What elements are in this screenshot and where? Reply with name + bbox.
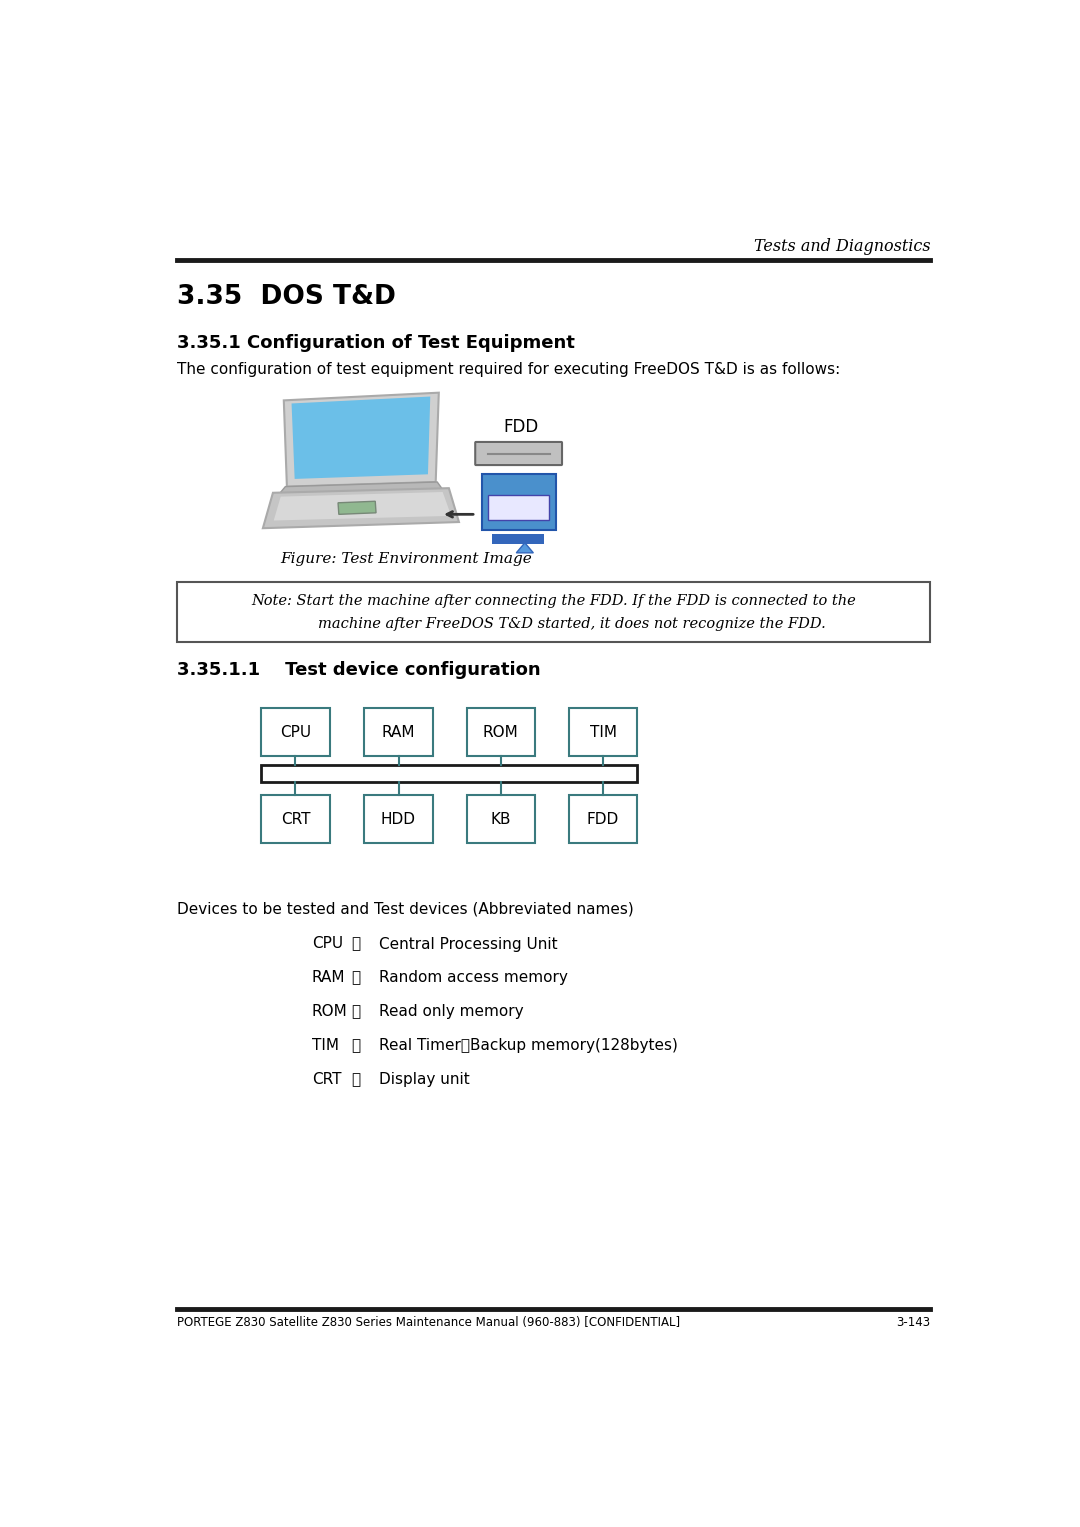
FancyBboxPatch shape xyxy=(364,709,433,756)
Text: Random access memory: Random access memory xyxy=(379,970,568,985)
Text: FDD: FDD xyxy=(503,417,538,435)
Text: 3.35  DOS T&D: 3.35 DOS T&D xyxy=(177,284,395,310)
Text: CPU: CPU xyxy=(280,725,311,739)
Text: PORTEGE Z830 Satellite Z830 Series Maintenance Manual (960-883) [CONFIDENTIAL]: PORTEGE Z830 Satellite Z830 Series Maint… xyxy=(177,1316,680,1330)
Text: HDD: HDD xyxy=(381,812,416,826)
Text: KB: KB xyxy=(490,812,511,826)
Text: Read only memory: Read only memory xyxy=(379,1005,524,1019)
Polygon shape xyxy=(262,489,459,528)
Bar xyxy=(177,582,930,643)
Text: 3.35.1.1    Test device configuration: 3.35.1.1 Test device configuration xyxy=(177,661,540,680)
Text: ：: ： xyxy=(351,1005,361,1019)
FancyBboxPatch shape xyxy=(261,796,329,843)
Text: Tests and Diagnostics: Tests and Diagnostics xyxy=(754,238,930,255)
Text: FDD: FDD xyxy=(586,812,619,826)
FancyBboxPatch shape xyxy=(475,441,562,466)
FancyBboxPatch shape xyxy=(569,796,637,843)
Text: Note: Start the machine after connecting the FDD. If the FDD is connected to the: Note: Start the machine after connecting… xyxy=(252,594,855,608)
FancyBboxPatch shape xyxy=(488,495,549,519)
FancyBboxPatch shape xyxy=(482,475,556,530)
Text: ：: ： xyxy=(351,936,361,951)
Text: ：: ： xyxy=(351,970,361,985)
Text: ：: ： xyxy=(351,1072,361,1087)
Text: Central Processing Unit: Central Processing Unit xyxy=(379,936,557,951)
FancyBboxPatch shape xyxy=(467,709,535,756)
Text: CRT: CRT xyxy=(281,812,310,826)
Text: TIM: TIM xyxy=(312,1038,339,1054)
FancyBboxPatch shape xyxy=(569,709,637,756)
Polygon shape xyxy=(292,397,430,479)
Bar xyxy=(261,765,637,782)
Text: 3.35.1 Configuration of Test Equipment: 3.35.1 Configuration of Test Equipment xyxy=(177,334,575,353)
Text: Real Timer、Backup memory(128bytes): Real Timer、Backup memory(128bytes) xyxy=(379,1038,678,1054)
Text: RAM: RAM xyxy=(312,970,346,985)
Text: Devices to be tested and Test devices (Abbreviated names): Devices to be tested and Test devices (A… xyxy=(177,901,634,916)
Text: Figure: Test Environment Image: Figure: Test Environment Image xyxy=(281,551,532,567)
FancyBboxPatch shape xyxy=(467,796,535,843)
Text: ROM: ROM xyxy=(483,725,518,739)
Text: 3-143: 3-143 xyxy=(896,1316,930,1330)
Text: TIM: TIM xyxy=(590,725,617,739)
Text: CRT: CRT xyxy=(312,1072,341,1087)
Text: Display unit: Display unit xyxy=(379,1072,470,1087)
Text: ：: ： xyxy=(351,1038,361,1054)
Text: RAM: RAM xyxy=(381,725,415,739)
Polygon shape xyxy=(278,483,445,496)
Text: ROM: ROM xyxy=(312,1005,348,1019)
Polygon shape xyxy=(338,501,376,515)
Polygon shape xyxy=(273,492,451,521)
Text: machine after FreeDOS T&D started, it does not recognize the FDD.: machine after FreeDOS T&D started, it do… xyxy=(281,617,826,631)
Text: The configuration of test equipment required for executing FreeDOS T&D is as fol: The configuration of test equipment requ… xyxy=(177,362,840,377)
FancyBboxPatch shape xyxy=(261,709,329,756)
FancyBboxPatch shape xyxy=(364,796,433,843)
Polygon shape xyxy=(516,542,534,553)
Polygon shape xyxy=(284,392,438,487)
FancyBboxPatch shape xyxy=(491,534,544,544)
Text: CPU: CPU xyxy=(312,936,342,951)
